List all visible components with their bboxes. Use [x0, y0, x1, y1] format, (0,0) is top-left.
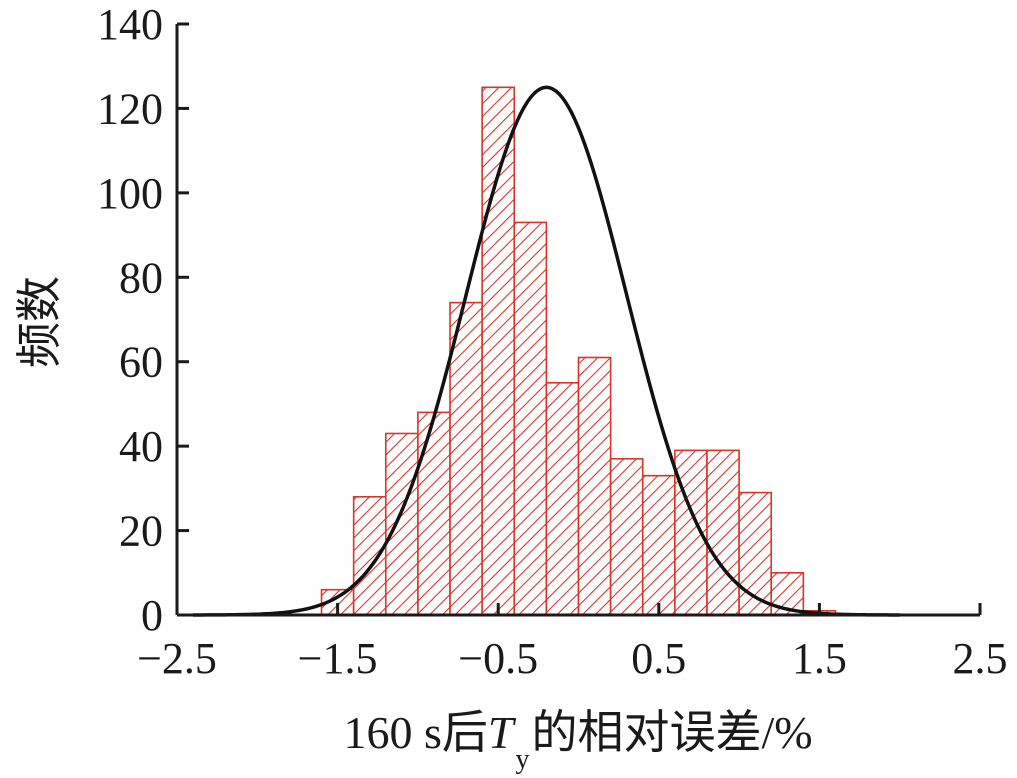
y-tick-label: 0 — [141, 591, 163, 640]
histogram-bars — [320, 86, 837, 616]
histogram-bar — [545, 382, 580, 616]
histogram-bar — [609, 458, 644, 616]
x-tick-label: 0.5 — [631, 634, 686, 683]
y-tick-label: 140 — [97, 0, 163, 49]
x-tick-label: −2.5 — [137, 634, 217, 683]
y-tick-label: 80 — [119, 253, 163, 302]
histogram-bar — [481, 86, 516, 616]
histogram-bar — [417, 411, 451, 616]
histogram-bar — [706, 449, 740, 616]
x-tick-label: 2.5 — [953, 634, 1008, 683]
x-tick-label: 1.5 — [792, 634, 847, 683]
x-tick-label: −1.5 — [298, 634, 378, 683]
y-tick-label: 20 — [119, 507, 163, 556]
x-axis-ticks: −2.5 −1.5 −0.5 0.5 1.5 2.5 — [137, 603, 1008, 683]
normal-fit-curve — [193, 85, 900, 617]
histogram-bar — [352, 495, 387, 616]
x-tick-label: −0.5 — [458, 634, 538, 683]
histogram-bar — [449, 301, 483, 616]
x-axis-title: 160 s后Ty的相对误差/% — [343, 707, 812, 775]
y-tick-label: 60 — [119, 338, 163, 387]
y-axis-title: 频数 — [14, 276, 65, 368]
histogram-bar — [384, 432, 419, 616]
y-axis-ticks: 0 20 40 60 80 100 120 140 — [97, 0, 189, 640]
histogram-bar — [513, 221, 548, 616]
y-tick-label: 100 — [97, 169, 163, 218]
y-tick-label: 120 — [97, 84, 163, 133]
axes — [175, 24, 980, 617]
histogram-bar — [641, 474, 676, 616]
histogram-bar — [577, 356, 612, 616]
y-tick-label: 40 — [119, 422, 163, 471]
